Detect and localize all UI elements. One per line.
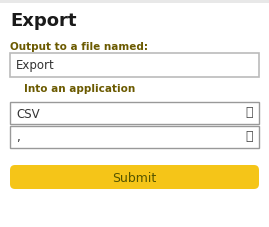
Text: ,: , [16, 131, 20, 144]
Text: Into an application: Into an application [24, 84, 135, 94]
FancyBboxPatch shape [10, 103, 259, 124]
Text: ⌵: ⌵ [245, 130, 253, 143]
FancyBboxPatch shape [10, 54, 259, 78]
FancyBboxPatch shape [10, 126, 259, 148]
Text: Submit: Submit [112, 171, 157, 184]
FancyBboxPatch shape [10, 165, 259, 189]
Text: ⌵: ⌵ [245, 106, 253, 119]
Text: Output to a file named:: Output to a file named: [10, 42, 148, 52]
FancyBboxPatch shape [0, 4, 269, 227]
Text: Export: Export [16, 59, 55, 72]
Text: CSV: CSV [16, 107, 40, 120]
Text: Export: Export [10, 12, 76, 30]
